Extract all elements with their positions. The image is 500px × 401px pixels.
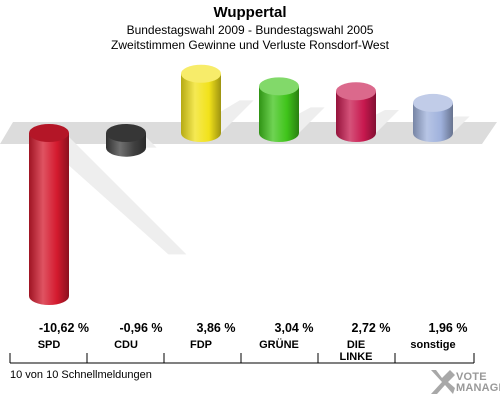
bar-spd <box>29 124 69 306</box>
value-label-spd: -10,62 % <box>38 321 90 335</box>
value-label-cdu: -0,96 % <box>119 321 163 335</box>
logo-icon <box>431 370 455 394</box>
category-label-cdu: CDU <box>114 339 138 351</box>
value-label-sonstige: 1,96 % <box>428 321 468 335</box>
footer-status: 10 von 10 Schnellmeldungen <box>10 369 152 381</box>
vote-manager-logo: VOTE MANAGER <box>428 366 500 398</box>
bar-fdp <box>181 64 221 142</box>
chart-subtitle-region: Zweitstimmen Gewinne und Verluste Ronsdo… <box>111 38 389 52</box>
bar-shadow-spd <box>37 137 187 255</box>
chart-title: Wuppertal <box>213 4 287 21</box>
category-label-die-linke: DIE LINKE <box>339 339 373 363</box>
logo-line1: VOTE <box>456 371 487 383</box>
category-label-fdp: FDP <box>190 339 212 351</box>
bar-cdu <box>106 124 146 157</box>
value-label-fdp: 3,86 % <box>196 321 236 335</box>
value-label-die-linke: 2,72 % <box>351 321 391 335</box>
value-label-gr-ne: 3,04 % <box>274 321 314 335</box>
chart-subtitle-comparison: Bundestagswahl 2009 - Bundestagswahl 200… <box>126 23 374 37</box>
category-label-spd: SPD <box>37 339 61 351</box>
bar-gr-ne <box>259 77 299 142</box>
category-label-sonstige: sonstige <box>410 339 456 351</box>
category-label-gr-ne: GRÜNE <box>259 339 299 351</box>
bar-sonstige <box>413 93 453 142</box>
bar-die-linke <box>336 82 376 142</box>
logo-line2: MANAGER <box>456 382 500 394</box>
